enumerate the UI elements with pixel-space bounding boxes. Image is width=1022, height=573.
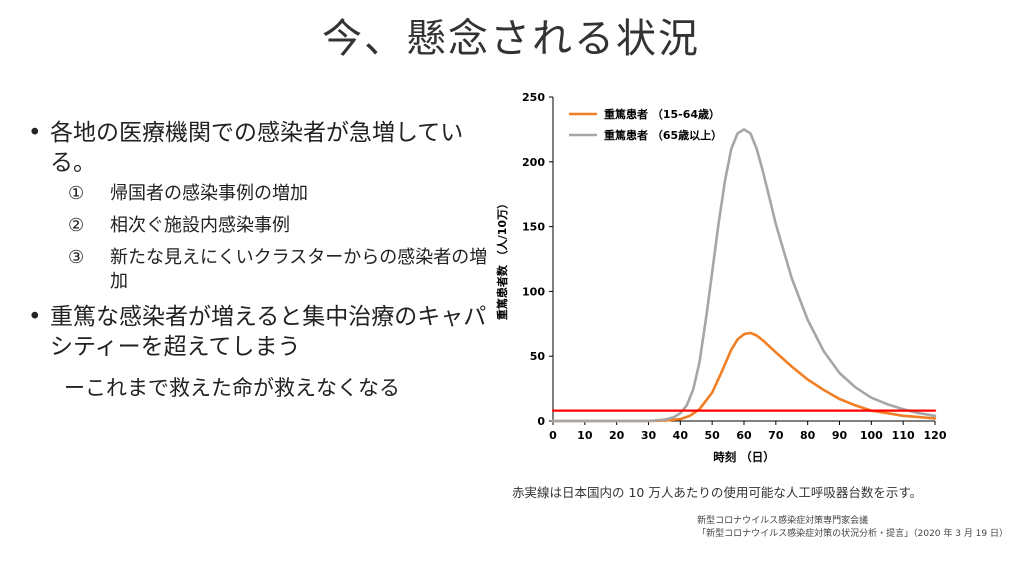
x-tick-label: 40 xyxy=(673,429,689,442)
bullet-dot: • xyxy=(28,120,42,146)
bullet-dot: • xyxy=(28,304,42,330)
y-tick-label: 150 xyxy=(522,221,545,234)
y-tick-label: 250 xyxy=(522,91,545,104)
bullet-item: • 各地の医療機関での感染者が急増している。 xyxy=(28,118,488,178)
source-citation: 新型コロナウイルス感染症対策専門家会議 「新型コロナウイルス感染症対策の状況分析… xyxy=(697,515,1008,541)
bullet-list: • 各地の医療機関での感染者が急増している。 ① 帰国者の感染事例の増加 ② 相… xyxy=(28,118,488,402)
sub-list: ① 帰国者の感染事例の増加 ② 相次ぐ施設内感染事例 ③ 新たな見えにくいクラス… xyxy=(68,182,488,294)
y-tick-label: 200 xyxy=(522,156,545,169)
x-tick-label: 0 xyxy=(549,429,557,442)
severe-patients-chart: 0 50 100 150 200 250 0 10 20 30 40 50 60 70 80 90 100 110… xyxy=(495,91,947,464)
x-tick-label: 20 xyxy=(609,429,625,442)
source-line-1: 新型コロナウイルス感染症対策専門家会議 xyxy=(697,516,869,526)
y-tick-label: 50 xyxy=(530,350,546,363)
x-tick-label: 90 xyxy=(832,429,848,442)
series-line-15-64 xyxy=(551,331,937,423)
x-tick-label: 50 xyxy=(705,429,721,442)
bullet-text: 重篤な感染者が増えると集中治療のキャパシティーを超えてしまう xyxy=(50,304,487,360)
sub-number: ② xyxy=(68,215,85,236)
sub-item: ③ 新たな見えにくいクラスターからの感染者の増加 xyxy=(68,246,488,294)
x-tick-label: 70 xyxy=(768,429,784,442)
x-tick-label: 60 xyxy=(736,429,752,442)
sub-number: ③ xyxy=(68,247,85,268)
x-axis-label: 時刻 （日） xyxy=(713,450,775,464)
sub-text: 帰国者の感染事例の増加 xyxy=(110,183,308,204)
x-tick-label: 30 xyxy=(641,429,657,442)
sub-item: ② 相次ぐ施設内感染事例 xyxy=(68,214,488,238)
chart-note: 赤実線は日本国内の 10 万人あたりの使用可能な人工呼吸器台数を示す。 xyxy=(512,485,923,500)
sub-text: 新たな見えにくいクラスターからの感染者の増加 xyxy=(110,247,488,292)
legend-label: 重篤患者 （65歳以上） xyxy=(604,128,722,142)
slide-title: 今、懸念される状況 xyxy=(322,16,700,62)
source-line-2: 「新型コロナウイルス感染症対策の状況分析・提言」（2020 年 3 月 19 日… xyxy=(697,529,1008,539)
legend-label: 重篤患者 （15-64歳） xyxy=(604,107,720,121)
y-tick-label: 0 xyxy=(537,415,545,428)
x-tick-label: 100 xyxy=(860,429,883,442)
sub-text: 相次ぐ施設内感染事例 xyxy=(110,215,290,236)
x-tick-label: 80 xyxy=(800,429,816,442)
y-axis-label: 重篤患者数 （人/10万） xyxy=(495,198,509,320)
x-tick-label: 110 xyxy=(892,429,915,442)
bullet-item: • 重篤な感染者が増えると集中治療のキャパシティーを超えてしまう xyxy=(28,302,488,362)
series-line-65-plus xyxy=(551,128,937,423)
sub-item: ① 帰国者の感染事例の増加 xyxy=(68,182,488,206)
bullet-text: 各地の医療機関での感染者が急増している。 xyxy=(50,120,464,176)
y-tick-label: 100 xyxy=(522,285,545,298)
x-tick-label: 10 xyxy=(577,429,593,442)
sub-number: ① xyxy=(68,183,85,204)
x-tick-label: 120 xyxy=(924,429,947,442)
tagline: ーこれまで救えた命が救えなくなる xyxy=(64,376,400,400)
